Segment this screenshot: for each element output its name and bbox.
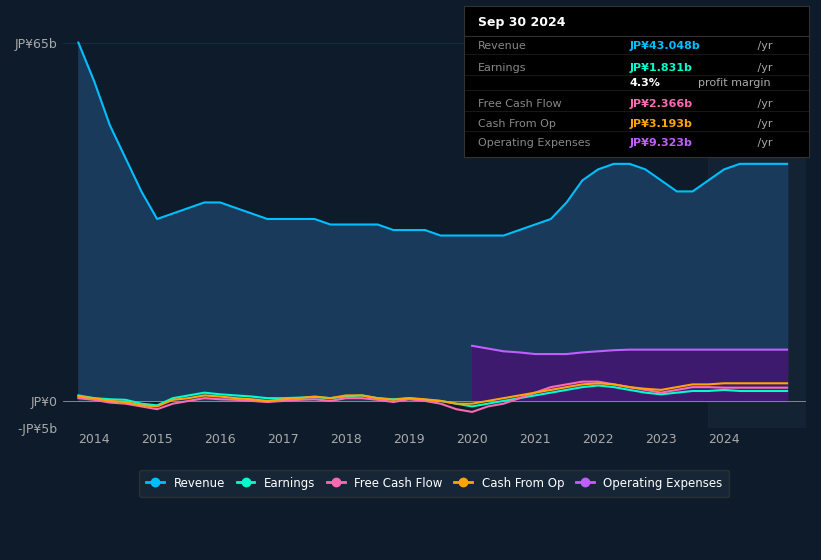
Bar (709, 15, 806, 428)
Legend: Revenue, Earnings, Free Cash Flow, Cash From Op, Operating Expenses: Revenue, Earnings, Free Cash Flow, Cash … (140, 470, 729, 497)
Text: Earnings: Earnings (478, 63, 526, 73)
Text: profit margin: profit margin (699, 78, 771, 88)
Text: Operating Expenses: Operating Expenses (478, 138, 590, 148)
Text: Free Cash Flow: Free Cash Flow (478, 99, 562, 109)
Text: /yr: /yr (754, 99, 772, 109)
Text: JP¥9.323b: JP¥9.323b (630, 138, 692, 148)
Text: Cash From Op: Cash From Op (478, 119, 556, 129)
Text: /yr: /yr (754, 119, 772, 129)
Text: Sep 30 2024: Sep 30 2024 (478, 16, 565, 29)
Text: /yr: /yr (754, 41, 772, 52)
Text: JP¥3.193b: JP¥3.193b (630, 119, 692, 129)
Text: /yr: /yr (754, 138, 772, 148)
Text: JP¥43.048b: JP¥43.048b (630, 41, 700, 52)
Text: JP¥1.831b: JP¥1.831b (630, 63, 692, 73)
Text: 4.3%: 4.3% (630, 78, 660, 88)
Text: Revenue: Revenue (478, 41, 526, 52)
Text: JP¥2.366b: JP¥2.366b (630, 99, 692, 109)
Text: /yr: /yr (754, 63, 772, 73)
